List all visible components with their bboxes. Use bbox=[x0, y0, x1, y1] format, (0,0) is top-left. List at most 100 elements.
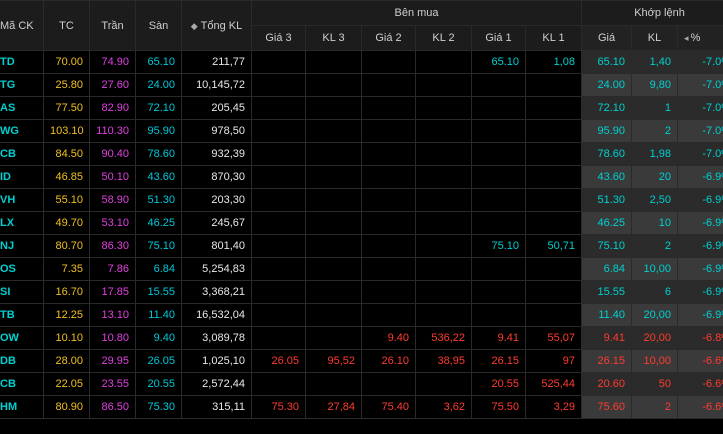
match-vol-cell: 2 bbox=[631, 395, 679, 419]
symbol-cell[interactable]: TG bbox=[0, 73, 44, 97]
ref-price-cell: 25.80 bbox=[43, 73, 90, 97]
bid3-vol-cell bbox=[305, 303, 362, 327]
col-header-bid2-vol[interactable]: KL 2 bbox=[415, 25, 472, 51]
table-row[interactable]: TB 12.25 13.10 11.40 16,532,04 11.40 20,00 -6.9… bbox=[0, 303, 723, 327]
total-vol-cell: 3,089,78 bbox=[181, 326, 252, 350]
table-row[interactable]: HM 80.90 86.50 75.30 315,11 75.30 27,84 75.40 3,… bbox=[0, 395, 723, 419]
change-pct-cell: -7.0% bbox=[677, 142, 723, 166]
total-vol-cell: 211,77 bbox=[181, 50, 252, 74]
match-price-cell: 43.60 bbox=[581, 165, 633, 189]
symbol-cell[interactable]: SI bbox=[0, 280, 44, 304]
floor-price-cell: 75.10 bbox=[135, 234, 182, 258]
col-header-match-vol[interactable]: KL bbox=[631, 25, 679, 51]
bid1-vol-cell: 525,44 bbox=[524, 372, 583, 396]
total-vol-cell: 16,532,04 bbox=[181, 303, 252, 327]
floor-price-cell: 26.05 bbox=[135, 349, 182, 373]
symbol-cell[interactable]: HM bbox=[0, 395, 44, 419]
col-header-symbol[interactable]: Mã CK bbox=[0, 0, 44, 51]
table-row[interactable]: CB 22.05 23.55 20.55 2,572,44 20.55 525,44 20.6… bbox=[0, 372, 723, 396]
bid2-price-cell: 26.10 bbox=[361, 349, 416, 373]
total-vol-cell: 870,30 bbox=[181, 165, 252, 189]
match-vol-cell: 1,40 bbox=[631, 50, 679, 74]
col-header-ref[interactable]: TC bbox=[43, 0, 90, 51]
table-row[interactable]: DB 28.00 29.95 26.05 1,025,10 26.05 95,52 26.10… bbox=[0, 349, 723, 373]
symbol-cell[interactable]: AS bbox=[0, 96, 44, 120]
ref-price-cell: 80.90 bbox=[43, 395, 90, 419]
col-header-total-vol[interactable]: ◆ Tổng KL bbox=[181, 0, 252, 51]
symbol-cell[interactable]: TB bbox=[0, 303, 44, 327]
ref-price-cell: 49.70 bbox=[43, 211, 90, 235]
col-header-bid1-price[interactable]: Giá 1 bbox=[471, 25, 526, 51]
table-row[interactable]: TD 70.00 74.90 65.10 211,77 65.10 1,08 65.10 1,4… bbox=[0, 50, 723, 74]
floor-price-cell: 24.00 bbox=[135, 73, 182, 97]
col-header-change-pct-label: % bbox=[690, 32, 701, 44]
col-header-change-pct[interactable]: ◂% bbox=[677, 25, 723, 51]
ceil-price-cell: 29.95 bbox=[89, 349, 136, 373]
symbol-cell[interactable]: DB bbox=[0, 349, 44, 373]
floor-price-cell: 75.30 bbox=[135, 395, 182, 419]
match-price-cell: 20.60 bbox=[581, 372, 633, 396]
bid2-price-cell bbox=[361, 303, 416, 327]
table-row[interactable]: NJ 80.70 86.30 75.10 801,40 75.10 50,71 75.10 2-… bbox=[0, 234, 723, 258]
symbol-cell[interactable]: LX bbox=[0, 211, 44, 235]
ref-price-cell: 10.10 bbox=[43, 326, 90, 350]
ref-price-cell: 55.10 bbox=[43, 188, 90, 212]
total-vol-cell: 5,254,83 bbox=[181, 257, 252, 281]
match-vol-cell: 2 bbox=[631, 234, 679, 258]
bid1-price-cell bbox=[471, 96, 526, 120]
col-header-bid1-vol[interactable]: KL 1 bbox=[524, 25, 583, 51]
match-price-cell: 6.84 bbox=[581, 257, 633, 281]
ref-price-cell: 16.70 bbox=[43, 280, 90, 304]
ceil-price-cell: 90.40 bbox=[89, 142, 136, 166]
bid3-price-cell bbox=[251, 165, 306, 189]
ceil-price-cell: 53.10 bbox=[89, 211, 136, 235]
symbol-cell[interactable]: OS bbox=[0, 257, 44, 281]
symbol-cell[interactable]: WG bbox=[0, 119, 44, 143]
bid2-price-cell bbox=[361, 119, 416, 143]
symbol-cell[interactable]: VH bbox=[0, 188, 44, 212]
match-price-cell: 46.25 bbox=[581, 211, 633, 235]
sort-arrows-icon[interactable]: ◆ bbox=[190, 20, 198, 31]
change-pct-cell: -6.6% bbox=[677, 395, 723, 419]
group-header-bid: Bên mua bbox=[250, 0, 583, 26]
bid3-vol-cell bbox=[305, 372, 362, 396]
bid2-vol-cell bbox=[415, 50, 472, 74]
floor-price-cell: 72.10 bbox=[135, 96, 182, 120]
col-header-floor[interactable]: Sàn bbox=[135, 0, 182, 51]
col-header-bid3-vol[interactable]: KL 3 bbox=[305, 25, 362, 51]
change-pct-cell: -6.9% bbox=[677, 188, 723, 212]
bid1-vol-cell: 97 bbox=[524, 349, 583, 373]
col-header-bid2-price[interactable]: Giá 2 bbox=[361, 25, 416, 51]
bid2-price-cell bbox=[361, 372, 416, 396]
symbol-cell[interactable]: ID bbox=[0, 165, 44, 189]
symbol-cell[interactable]: NJ bbox=[0, 234, 44, 258]
col-header-match-price[interactable]: Giá bbox=[581, 25, 633, 51]
symbol-cell[interactable]: TD bbox=[0, 50, 44, 74]
change-pct-cell: -7.0% bbox=[677, 119, 723, 143]
bid3-price-cell bbox=[251, 234, 306, 258]
bid2-price-cell bbox=[361, 50, 416, 74]
bid2-vol-cell bbox=[415, 142, 472, 166]
bid3-price-cell bbox=[251, 188, 306, 212]
symbol-cell[interactable]: OW bbox=[0, 326, 44, 350]
symbol-cell[interactable]: CB bbox=[0, 142, 44, 166]
arrow-left-icon[interactable]: ◂ bbox=[684, 33, 689, 43]
col-header-ceil[interactable]: Trần bbox=[89, 0, 136, 51]
bid2-vol-cell: 536,22 bbox=[415, 326, 472, 350]
floor-price-cell: 46.25 bbox=[135, 211, 182, 235]
bid1-vol-cell: 50,71 bbox=[524, 234, 583, 258]
table-row[interactable]: OW 10.10 10.80 9.40 3,089,78 9.40 536,22 9.41 55… bbox=[0, 326, 723, 350]
symbol-cell[interactable]: CB bbox=[0, 372, 44, 396]
match-price-cell: 11.40 bbox=[581, 303, 633, 327]
ceil-price-cell: 13.10 bbox=[89, 303, 136, 327]
col-header-bid3-price[interactable]: Giá 3 bbox=[251, 25, 306, 51]
